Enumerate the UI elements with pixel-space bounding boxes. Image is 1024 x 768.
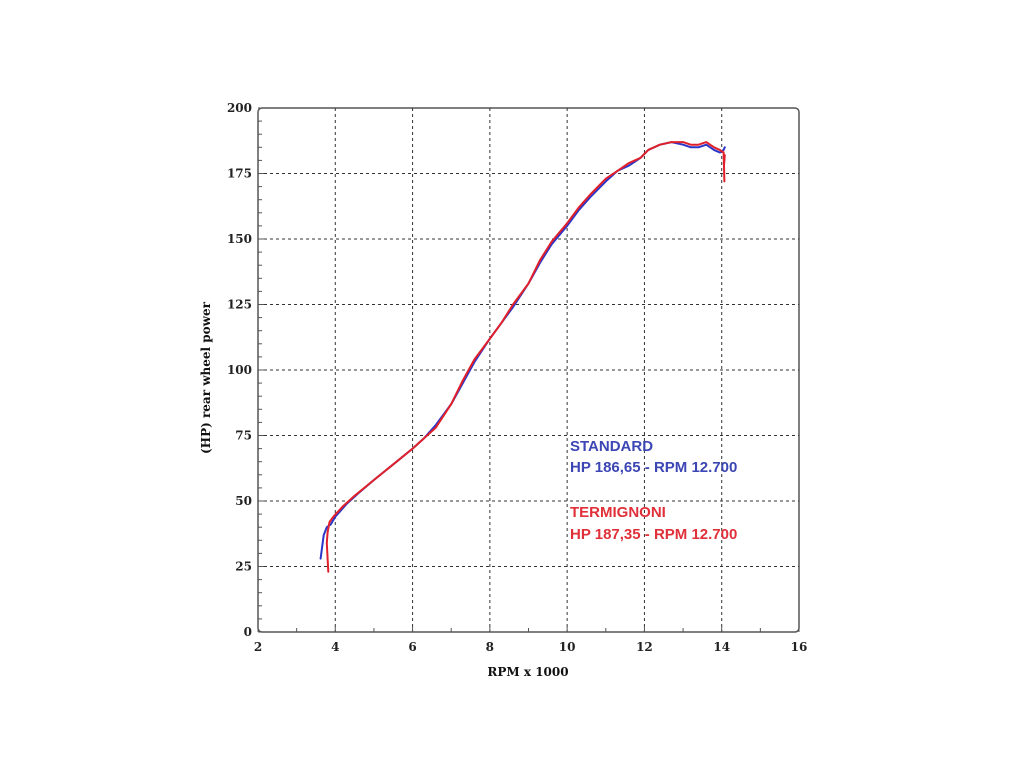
y-tick-labels: 0 25 50 75 100 125 150 175 200 <box>227 101 252 639</box>
x-tick-label: 8 <box>486 640 494 654</box>
termignoni-peak-label: HP 187,35 - RPM 12.700 <box>570 526 737 543</box>
y-tick-label: 150 <box>227 232 252 246</box>
y-tick-label: 0 <box>244 625 252 639</box>
x-tick-label: 12 <box>636 640 653 654</box>
x-tick-label: 4 <box>331 640 339 654</box>
y-axis-label: (HP) rear wheel power <box>199 301 213 454</box>
y-tick-label: 75 <box>235 429 252 443</box>
y-tick-label: 200 <box>227 101 252 115</box>
series-line-termignoni <box>325 141 726 573</box>
y-tick-label: 175 <box>227 167 252 181</box>
y-tick-label: 125 <box>227 298 252 312</box>
x-tick-label: 16 <box>791 640 808 654</box>
x-tick-label: 2 <box>254 640 262 654</box>
y-tick-label: 50 <box>235 494 252 508</box>
axis-ticks <box>257 107 800 633</box>
x-axis-label: RPM x 1000 <box>487 665 568 679</box>
x-tick-labels: 2 4 6 8 10 12 14 16 <box>254 640 808 654</box>
legend-annotations: STANDARD HP 186,65 - RPM 12.700 TERMIGNO… <box>570 438 737 543</box>
x-tick-label: 6 <box>408 640 416 654</box>
termignoni-label: TERMIGNONI <box>570 504 666 521</box>
standard-label: STANDARD <box>570 438 653 455</box>
y-tick-label: 100 <box>227 363 252 377</box>
x-tick-label: 10 <box>559 640 576 654</box>
standard-peak-label: HP 186,65 - RPM 12.700 <box>570 459 737 476</box>
y-tick-label: 25 <box>235 560 252 574</box>
x-tick-label: 14 <box>713 640 730 654</box>
series-layer <box>319 141 726 573</box>
